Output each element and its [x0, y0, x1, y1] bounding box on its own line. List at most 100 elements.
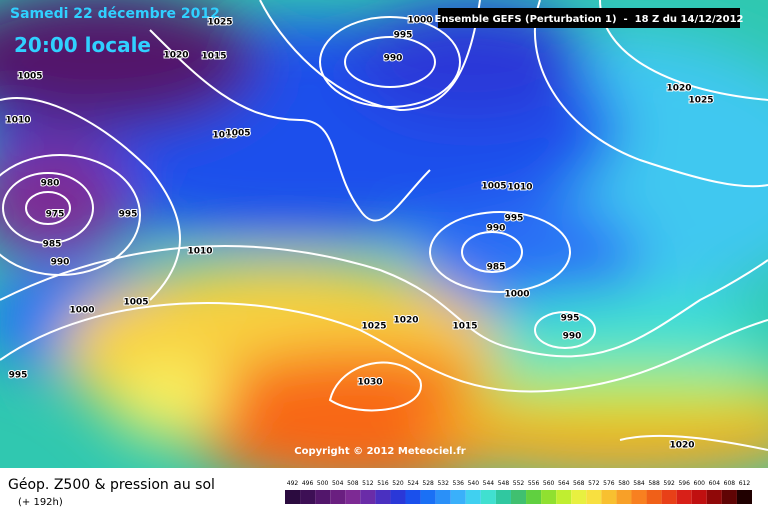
- isobar-label: 1020: [669, 441, 694, 451]
- isobar-label: 1030: [357, 378, 382, 388]
- isobar-label: 1020: [393, 316, 418, 326]
- color-legend: 492 496 500 504 508 512 516 520 524 528 532 536 540 5…: [285, 480, 752, 504]
- legend-label: 520: [392, 480, 404, 487]
- legend-swatch: [616, 490, 632, 504]
- date: Samedi 22 décembre 2012: [10, 6, 220, 22]
- legend-swatch: [706, 490, 722, 504]
- legend-swatch: [435, 490, 451, 504]
- legend-swatch: [285, 490, 301, 504]
- legend-label: 536: [453, 480, 465, 487]
- legend-label: 608: [724, 480, 736, 487]
- isobar-label: 995: [119, 210, 138, 220]
- isobar-label: 1005: [481, 182, 506, 192]
- legend-label: 552: [513, 480, 525, 487]
- legend-label: 580: [618, 480, 630, 487]
- legend-swatch: [646, 490, 662, 504]
- isobar-label: 995: [9, 371, 28, 381]
- isobars: [0, 0, 768, 451]
- legend-swatch: [405, 490, 421, 504]
- legend-swatch: [465, 490, 481, 504]
- isobar-label: 1025: [688, 96, 713, 106]
- isobar-label: 995: [561, 314, 580, 324]
- legend-label: 584: [633, 480, 645, 487]
- isobar-label: 1000: [407, 16, 432, 26]
- isobar-label: 1010: [187, 247, 212, 257]
- legend-label: 540: [468, 480, 480, 487]
- legend-swatch: [450, 490, 466, 504]
- isobar-label: 975: [46, 210, 65, 220]
- model-box: [438, 8, 740, 28]
- legend-label: 524: [407, 480, 419, 487]
- isobar-label: 1015: [201, 52, 226, 62]
- legend-label: 588: [648, 480, 660, 487]
- legend-swatch: [571, 490, 587, 504]
- copyright: Copyright © 2012 Meteociel.fr: [294, 446, 465, 457]
- isobar-label: 995: [505, 214, 524, 224]
- isobar-label: 1000: [69, 306, 94, 316]
- legend-label: 496: [302, 480, 314, 487]
- isobar-label: 995: [394, 31, 413, 41]
- legend-swatch: [631, 490, 647, 504]
- isobar-label: 1020: [163, 51, 188, 61]
- isobar-label: 990: [51, 258, 70, 268]
- field: [0, 0, 768, 468]
- legend-swatch: [495, 490, 511, 504]
- legend-swatch: [721, 490, 737, 504]
- lead-time: (+ 192h): [18, 497, 63, 508]
- isobar-label: 985: [487, 263, 506, 273]
- legend-swatch: [315, 490, 331, 504]
- legend-label: 568: [573, 480, 585, 487]
- legend-swatch: [510, 490, 527, 504]
- legend-label: 544: [483, 480, 495, 487]
- legend-swatch: [390, 490, 406, 504]
- isobar-label: 1010: [507, 183, 532, 193]
- legend-label: 512: [362, 480, 374, 487]
- legend-label: 556: [528, 480, 540, 487]
- legend-label: 572: [588, 480, 600, 487]
- legend-swatch: [375, 490, 391, 504]
- legend-swatch: [541, 490, 557, 504]
- legend-label: 528: [422, 480, 434, 487]
- legend-swatch: [736, 490, 752, 504]
- isobar-label: 1005: [17, 72, 42, 82]
- isobar-label: 990: [384, 54, 403, 64]
- legend-swatch: [661, 490, 677, 504]
- legend-label: 492: [287, 480, 299, 487]
- legend-swatch: [360, 490, 376, 504]
- legend-label: 504: [332, 480, 344, 487]
- isobar-label: 1005: [212, 131, 237, 141]
- legend-label: 596: [678, 480, 690, 487]
- model-run: Ensemble GEFS (Perturbation 1) - 18 Z du…: [435, 14, 744, 25]
- legend-swatch: [691, 490, 707, 504]
- isobar-label: 1025: [361, 322, 386, 332]
- legend-swatch: [330, 490, 346, 504]
- isobar-label: 1025: [207, 18, 232, 28]
- legend-label: 600: [694, 480, 706, 487]
- legend-swatch: [601, 490, 617, 504]
- isobar-label: 1005: [225, 129, 250, 139]
- legend-label: 592: [663, 480, 675, 487]
- isobar-label: 1015: [452, 322, 477, 332]
- legend-label: 576: [603, 480, 615, 487]
- legend-label: 612: [739, 480, 751, 487]
- legend-label: 532: [437, 480, 449, 487]
- isobar-label: 1005: [123, 298, 148, 308]
- isobar-label: 980: [41, 179, 60, 189]
- legend-swatch: [300, 490, 316, 504]
- footer-title: Géop. Z500 & pression au sol: [8, 477, 215, 493]
- legend-swatch: [676, 490, 692, 504]
- legend-label: 500: [317, 480, 329, 487]
- legend-swatch: [420, 490, 436, 504]
- legend-swatch: [480, 490, 496, 504]
- isobar-label: 1020: [666, 84, 691, 94]
- legend-label: 560: [543, 480, 555, 487]
- isobar-label: 1000: [504, 290, 529, 300]
- isobar-label: 990: [563, 332, 582, 342]
- legend-swatch: [526, 490, 542, 504]
- legend-label: 604: [709, 480, 721, 487]
- isobar-label: 990: [487, 224, 506, 234]
- legend-swatch: [586, 490, 602, 504]
- legend-label: 516: [377, 480, 389, 487]
